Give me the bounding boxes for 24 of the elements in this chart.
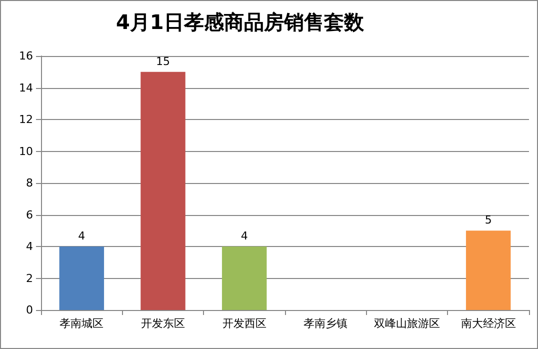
x-tick-label: 孝南城区 (60, 317, 104, 330)
bar (466, 230, 511, 310)
y-tick-label: 6 (26, 208, 33, 222)
y-tick-label: 8 (26, 176, 33, 190)
y-tick-label: 14 (19, 81, 33, 94)
bar (140, 72, 186, 310)
y-tick-label: 12 (19, 113, 33, 126)
x-tick-label: 双峰山旅游区 (374, 317, 440, 330)
x-tick-label: 南大经济区 (460, 317, 516, 330)
y-tick-label: 0 (26, 304, 33, 316)
data-label: 15 (156, 54, 170, 68)
x-tick-label: 孝南乡镇 (304, 317, 348, 330)
y-tick-label: 16 (19, 50, 33, 62)
y-tick-label: 2 (26, 272, 33, 285)
bar (222, 246, 267, 310)
x-tick-label: 开发西区 (222, 317, 266, 330)
chart-title: 4月1日孝感商品房销售套数 (116, 10, 365, 34)
y-tick-label: 10 (19, 144, 33, 158)
data-label: 4 (78, 230, 86, 242)
x-tick-label: 开发东区 (141, 317, 185, 330)
data-label: 5 (484, 214, 492, 227)
y-tick-label: 4 (26, 240, 33, 253)
bar (59, 246, 104, 310)
data-label: 4 (240, 230, 248, 242)
